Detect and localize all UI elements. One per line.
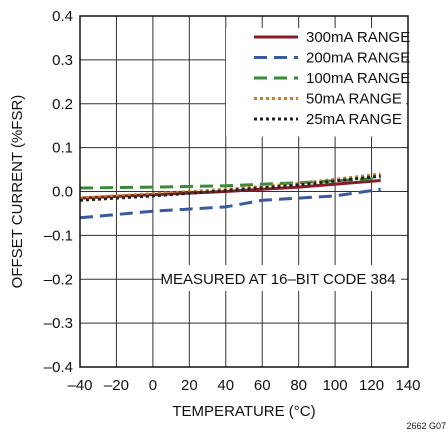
legend: 300mA RANGE 200mA RANGE 100mA RANGE 50mA RA… — [254, 29, 410, 128]
x-tick-label-9: 140 — [395, 377, 420, 394]
x-tick-label-6: 80 — [290, 377, 307, 394]
series-line-4 — [79, 174, 381, 202]
y-axis-label: OFFSET CURRENT (%FSR) — [9, 95, 26, 289]
series-line-1 — [79, 187, 381, 220]
series-layer — [79, 172, 381, 220]
x-tick-label-8: 120 — [359, 377, 384, 394]
y-tick-label-3: 0.1 — [52, 140, 73, 157]
legend-label-1: 200mA RANGE — [306, 50, 410, 67]
y-tick-labels: 0.4 0.3 0.2 0.1 0.0 –0.1 –0.2 –0.3 –0.4 — [44, 8, 73, 376]
y-tick-label-4: 0.0 — [52, 184, 73, 201]
figure-code: 2662 G07 — [406, 421, 446, 431]
y-tick-label-2: 0.2 — [52, 96, 73, 113]
x-tick-label-7: 100 — [323, 377, 348, 394]
annotation-text: MEASURED AT 16–BIT CODE 384 — [160, 271, 395, 288]
legend-label-3: 50mA RANGE — [306, 91, 402, 108]
y-tick-label-7: –0.3 — [44, 315, 73, 332]
x-tick-label-3: 20 — [181, 377, 198, 394]
x-tick-label-2: 0 — [149, 377, 157, 394]
legend-label-4: 25mA RANGE — [306, 111, 402, 128]
legend-label-2: 100mA RANGE — [306, 70, 410, 87]
x-tick-label-4: 40 — [217, 377, 234, 394]
y-tick-label-8: –0.4 — [44, 359, 73, 376]
y-tick-label-0: 0.4 — [52, 8, 73, 25]
plot-frame — [79, 15, 409, 368]
x-tick-label-5: 60 — [254, 377, 271, 394]
x-tick-labels: –40 –20 0 20 40 60 80 100 120 140 — [67, 377, 420, 394]
legend-label-0: 300mA RANGE — [306, 29, 410, 46]
annotation-background — [163, 265, 401, 291]
y-tick-label-5: –0.1 — [44, 227, 73, 244]
x-tick-label-0: –40 — [67, 377, 92, 394]
x-axis-label: TEMPERATURE (°C) — [172, 403, 315, 420]
y-tick-label-6: –0.2 — [44, 271, 73, 288]
x-tick-label-1: –20 — [104, 377, 129, 394]
y-tick-label-1: 0.3 — [52, 52, 73, 69]
